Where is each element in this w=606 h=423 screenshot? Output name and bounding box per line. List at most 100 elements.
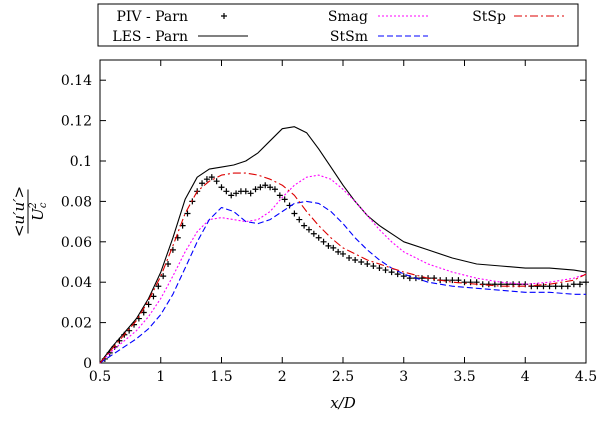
series-les-parn xyxy=(99,126,587,364)
data-point xyxy=(583,279,589,286)
data-point xyxy=(315,234,322,241)
data-point xyxy=(540,283,547,290)
data-point xyxy=(296,216,303,223)
data-point xyxy=(491,281,498,288)
y-axis-label: <u′u′> Uc2 xyxy=(10,186,49,237)
data-point xyxy=(126,327,133,334)
data-point xyxy=(376,265,383,272)
x-tick-label: 1.5 xyxy=(210,369,232,385)
data-point xyxy=(189,198,196,205)
series-stsm xyxy=(99,200,586,364)
y-tick-label: 0 xyxy=(83,356,92,372)
data-point xyxy=(325,242,332,249)
series-smag xyxy=(99,174,587,364)
data-point xyxy=(479,281,486,288)
series-line xyxy=(99,200,586,364)
y-axis: 0 0.02 0.04 0.06 0.08 0.1 0.12 0.14 xyxy=(61,73,586,372)
series-piv-parn xyxy=(101,174,589,362)
data-point xyxy=(335,248,342,255)
x-axis: 0.5 1 1.5 2 2.5 3 3.5 4 4.5 xyxy=(89,60,597,385)
data-point xyxy=(352,256,359,263)
y-tick-label: 0.02 xyxy=(61,316,92,332)
plot-frame xyxy=(99,59,587,364)
data-point xyxy=(330,244,337,251)
data-point xyxy=(564,283,571,290)
data-point xyxy=(252,186,259,193)
series-line xyxy=(99,126,587,364)
data-point xyxy=(310,230,317,237)
data-point xyxy=(242,188,249,195)
y-axis-label-denominator: Uc2 xyxy=(28,202,49,221)
data-point xyxy=(431,275,438,282)
y-tick-label: 0.1 xyxy=(70,154,92,170)
data-point xyxy=(267,184,274,191)
data-point xyxy=(155,283,162,290)
data-point xyxy=(305,226,312,233)
x-tick-label: 3.5 xyxy=(453,369,475,385)
x-tick-label: 0.5 xyxy=(89,369,111,385)
series-line xyxy=(99,172,587,364)
data-point xyxy=(485,281,492,288)
data-point xyxy=(552,283,559,290)
x-tick-label: 4 xyxy=(521,369,530,385)
data-point xyxy=(184,210,191,217)
data-point xyxy=(199,180,206,187)
legend: PIV - Parn LES - Parn Smag StSm StSp xyxy=(97,3,579,47)
x-tick-label: 1 xyxy=(156,369,165,385)
legend-label: LES - Parn xyxy=(112,29,188,45)
data-point xyxy=(257,184,264,191)
y-axis-label-numerator: <u′u′> xyxy=(10,186,28,237)
data-point xyxy=(233,190,240,197)
data-point xyxy=(534,283,541,290)
data-point xyxy=(228,192,235,199)
legend-label: StSp xyxy=(472,9,506,25)
y-tick-label: 0.14 xyxy=(61,73,92,89)
data-point xyxy=(320,238,327,245)
y-tick-label: 0.04 xyxy=(61,275,92,291)
series-layer xyxy=(99,126,589,364)
data-point xyxy=(449,277,456,284)
data-point xyxy=(291,210,298,217)
data-point xyxy=(271,186,278,193)
data-point xyxy=(418,275,425,282)
data-point xyxy=(461,279,468,286)
data-point xyxy=(388,269,395,276)
data-point xyxy=(203,176,210,183)
data-point xyxy=(223,188,230,195)
data-point xyxy=(558,283,565,290)
data-point xyxy=(570,281,577,288)
x-axis-label: x/D xyxy=(330,394,356,412)
data-point xyxy=(213,178,220,185)
data-point xyxy=(150,293,157,300)
y-tick-label: 0.12 xyxy=(61,114,92,130)
data-point xyxy=(576,281,583,288)
y-tick-label: 0.06 xyxy=(61,235,92,251)
data-point xyxy=(364,261,371,268)
data-point xyxy=(218,184,225,191)
legend-swatch xyxy=(221,13,227,19)
x-tick-label: 2.5 xyxy=(332,369,354,385)
data-point xyxy=(443,277,450,284)
data-point xyxy=(382,267,389,274)
series-line xyxy=(99,174,587,364)
data-point xyxy=(301,222,308,229)
data-point xyxy=(276,192,283,199)
data-point xyxy=(247,190,254,197)
data-point xyxy=(208,174,215,181)
data-point xyxy=(400,273,407,280)
data-point xyxy=(281,196,288,203)
legend-box xyxy=(97,3,579,47)
data-point xyxy=(160,273,167,280)
legend-label: PIV - Parn xyxy=(116,9,188,25)
data-point xyxy=(340,250,346,257)
x-tick-label: 4.5 xyxy=(575,369,597,385)
y-tick-label: 0.08 xyxy=(61,194,92,210)
data-point xyxy=(394,271,401,278)
x-tick-label: 2 xyxy=(278,369,287,385)
data-point xyxy=(370,263,377,270)
legend-label: Smag xyxy=(328,9,368,25)
data-point xyxy=(497,281,504,288)
series-stsp xyxy=(99,172,587,364)
data-point xyxy=(358,259,365,265)
